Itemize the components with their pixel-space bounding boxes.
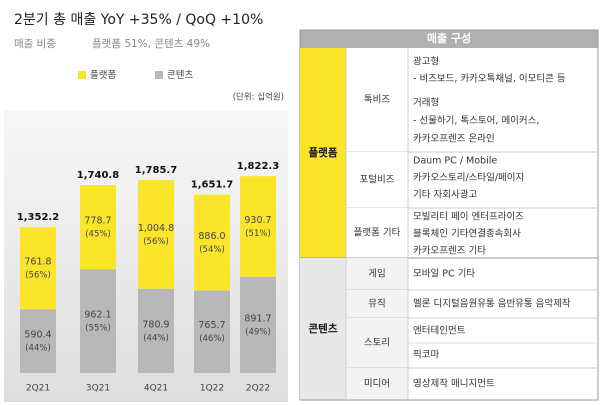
- row-name: 포털비즈: [360, 174, 395, 186]
- legend-swatch: [78, 71, 86, 79]
- group-label: 콘텐츠: [309, 322, 338, 335]
- chart-title: 2분기 총 매출 YoY +35% / QoQ +10%: [14, 12, 263, 28]
- row-name: 플랫폼 기타: [354, 228, 401, 239]
- row-name-cell: [346, 290, 408, 318]
- row-name-cell: [346, 258, 408, 290]
- legend-swatch: [155, 71, 163, 79]
- row-name: 스토리: [364, 338, 390, 349]
- total-label: 1,352.2: [17, 212, 59, 223]
- row-item: - 선물하기, 톡스토어, 메이커스,: [413, 115, 539, 127]
- row-name: 뮤직: [368, 299, 385, 310]
- row-name-cell: [346, 368, 408, 400]
- subtitle-detail: 플랫폼 51%, 콘텐츠 49%: [92, 38, 210, 50]
- group-cell: [300, 48, 346, 258]
- bar-segment: [80, 269, 116, 373]
- share-label: (44%): [25, 344, 51, 354]
- legend-label: 플랫폼: [90, 70, 116, 81]
- row-item: 영상제작 매니지먼트: [413, 379, 495, 390]
- bar-segment: [80, 184, 116, 270]
- value-label: 891.7: [244, 313, 271, 324]
- row-item: 엔터테인먼트: [413, 326, 466, 337]
- bar-segment: [20, 309, 56, 373]
- row-name: 미디어: [364, 379, 390, 390]
- row-item: 모빌리티 페이 엔터프라이즈: [413, 212, 524, 223]
- row-item: Daum PC / Mobile: [413, 156, 497, 167]
- x-tick-label: 1Q22: [200, 384, 224, 394]
- x-tick-label: 2Q22: [246, 384, 270, 394]
- value-label: 962.1: [84, 310, 111, 321]
- row-item: 카카오프렌즈 온라인: [413, 134, 495, 145]
- row-item: 카카오스토리/스타일/페이지: [413, 173, 524, 184]
- value-label: 765.7: [198, 320, 225, 331]
- share-label: (54%): [199, 245, 225, 255]
- share-label: (46%): [199, 334, 225, 344]
- value-label: 761.8: [24, 257, 51, 268]
- share-label: (55%): [85, 324, 111, 334]
- value-label: 930.7: [244, 215, 271, 226]
- row-name-cell: [346, 208, 408, 258]
- total-label: 1,785.7: [135, 165, 177, 176]
- bar-segment: [240, 176, 276, 277]
- row-name: 게임: [368, 268, 385, 280]
- row-item: - 비즈보드, 카카오톡채널, 이모티콘 등: [413, 74, 566, 85]
- total-label: 1,822.3: [237, 161, 279, 172]
- row-name-cell: [346, 48, 408, 152]
- value-label: 886.0: [198, 231, 225, 242]
- share-label: (51%): [245, 229, 271, 239]
- x-tick-label: 3Q21: [86, 384, 110, 394]
- bar-segment: [240, 276, 276, 373]
- row-name-cell: [346, 318, 408, 368]
- row-item: 모바일 PC 기타: [413, 269, 475, 280]
- share-label: (56%): [25, 271, 51, 281]
- bar-segment: [194, 194, 230, 291]
- bar-segment: [138, 288, 174, 373]
- subtitle: 매출 비중: [14, 38, 56, 50]
- value-label: 778.7: [84, 216, 111, 227]
- share-label: (45%): [85, 230, 111, 240]
- row-item: 기타 자회사광고: [413, 189, 477, 201]
- row-name: 톡비즈: [364, 95, 390, 106]
- row-item: 멜론 디지털음원유통 음반유통 음악제작: [413, 298, 571, 310]
- bar-segment: [194, 290, 230, 373]
- x-tick-label: 4Q21: [144, 384, 168, 394]
- row-item: 광고형: [413, 56, 439, 68]
- total-label: 1,651.7: [191, 180, 233, 191]
- row-item: 블록체인 기타연결종속회사: [413, 229, 521, 240]
- total-label: 1,740.8: [77, 170, 119, 181]
- group-label: 플랫폼: [309, 146, 338, 159]
- legend-label: 콘텐츠: [167, 70, 193, 81]
- row-item: 픽코마: [413, 350, 439, 361]
- group-cell: [300, 258, 346, 400]
- unit-note: (단위: 십억원): [233, 92, 284, 103]
- x-tick-label: 2Q21: [26, 384, 50, 394]
- bar-segment: [138, 180, 174, 289]
- table-header: [300, 30, 598, 48]
- share-label: (56%): [143, 237, 169, 247]
- row-item: 거래형: [413, 98, 439, 109]
- share-label: (49%): [245, 327, 271, 337]
- value-label: 780.9: [142, 319, 169, 330]
- bar-segment: [20, 226, 56, 310]
- row-item: 카카오프렌즈 기타: [413, 246, 486, 257]
- share-label: (44%): [143, 333, 169, 343]
- value-label: 590.4: [24, 330, 51, 341]
- table-title: 매출 구성: [427, 31, 471, 45]
- value-label: 1,004.8: [138, 223, 174, 234]
- row-name-cell: [346, 152, 408, 208]
